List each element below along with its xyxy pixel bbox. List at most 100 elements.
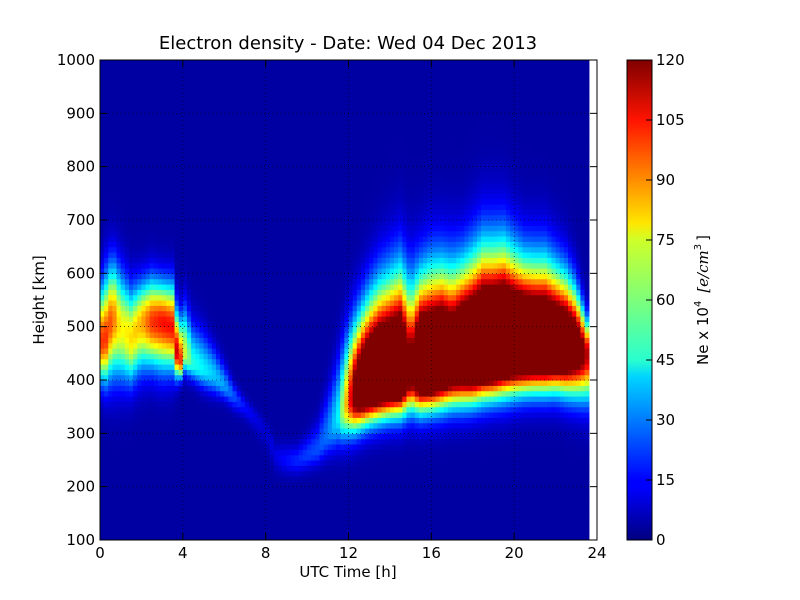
heatmap-cell	[311, 76, 316, 82]
heatmap-cell	[162, 385, 167, 392]
heatmap-cell	[290, 150, 296, 157]
heatmap-cell	[149, 236, 155, 242]
heatmap-cell	[253, 252, 258, 258]
heatmap-cell	[153, 310, 159, 317]
heatmap-cell	[149, 252, 155, 258]
heatmap-cell	[278, 294, 283, 301]
heatmap-cell	[128, 278, 134, 285]
heatmap-cell	[228, 204, 234, 210]
heatmap-cell	[257, 348, 263, 354]
heatmap-cell	[145, 438, 151, 445]
heatmap-cell	[170, 230, 176, 237]
heatmap-cell	[120, 150, 126, 157]
heatmap-cell	[307, 422, 312, 429]
heatmap-cell	[249, 113, 254, 120]
heatmap-cell	[174, 129, 180, 136]
heatmap-cell	[327, 364, 333, 370]
heatmap-cell	[240, 124, 246, 130]
heatmap-cell	[104, 225, 109, 232]
heatmap-cell	[120, 92, 126, 98]
heatmap-cell	[244, 332, 250, 338]
heatmap-cell	[162, 209, 167, 216]
heatmap-cell	[199, 433, 205, 440]
heatmap-cell	[100, 257, 105, 264]
heatmap-cell	[128, 460, 134, 466]
heatmap-cell	[294, 220, 300, 226]
heatmap-cell	[240, 268, 246, 274]
heatmap-cell	[269, 70, 275, 77]
heatmap-cell	[145, 182, 151, 189]
heatmap-cell	[307, 438, 312, 445]
heatmap-cell	[153, 454, 159, 461]
heatmap-cell	[228, 518, 234, 525]
heatmap-cell	[195, 513, 200, 520]
heatmap-cell	[195, 358, 200, 365]
heatmap-cell	[278, 118, 283, 125]
heatmap-cell	[261, 156, 267, 162]
heatmap-cell	[319, 497, 325, 504]
heatmap-cell	[273, 284, 279, 290]
heatmap-cell	[100, 294, 105, 301]
heatmap-cell	[145, 252, 151, 258]
heatmap-cell	[236, 369, 242, 376]
heatmap-cell	[133, 390, 138, 397]
heatmap-cell	[128, 156, 134, 162]
heatmap-cell	[207, 508, 213, 514]
heatmap-cell	[207, 486, 213, 493]
heatmap-cell	[319, 65, 325, 72]
heatmap-cell	[133, 486, 138, 493]
heatmap-cell	[278, 225, 283, 232]
heatmap-cell	[290, 113, 296, 120]
heatmap-cell	[315, 374, 321, 381]
heatmap-cell	[108, 278, 114, 285]
heatmap-cell	[133, 145, 138, 152]
heatmap-cell	[228, 156, 234, 162]
heatmap-cell	[182, 348, 188, 354]
heatmap-cell	[236, 401, 242, 408]
heatmap-cell	[282, 289, 287, 296]
heatmap-cell	[182, 97, 188, 104]
heatmap-cell	[174, 406, 180, 413]
heatmap-cell	[116, 236, 122, 242]
heatmap-cell	[133, 518, 138, 525]
heatmap-cell	[104, 273, 109, 280]
heatmap-cell	[253, 220, 258, 226]
heatmap-cell	[302, 337, 308, 344]
heatmap-cell	[112, 182, 118, 189]
heatmap-cell	[319, 300, 325, 306]
heatmap-cell	[166, 246, 172, 253]
heatmap-cell	[186, 257, 192, 264]
heatmap-cell	[186, 465, 192, 472]
heatmap-cell	[282, 481, 287, 488]
heatmap-cell	[116, 300, 122, 306]
heatmap-cell	[232, 369, 238, 376]
heatmap-cell	[319, 465, 325, 472]
heatmap-cell	[191, 268, 196, 274]
heatmap-cell	[124, 364, 130, 370]
heatmap-cell	[249, 65, 254, 72]
heatmap-cell	[311, 156, 316, 162]
heatmap-cell	[112, 118, 118, 125]
heatmap-cell	[265, 470, 271, 477]
heatmap-cell	[269, 465, 275, 472]
heatmap-cell	[153, 289, 159, 296]
heatmap-cell	[240, 102, 246, 109]
heatmap-cell	[232, 182, 238, 189]
heatmap-cell	[137, 348, 143, 354]
heatmap-cell	[244, 433, 250, 440]
heatmap-cell	[100, 241, 105, 248]
heatmap-cell	[145, 353, 151, 360]
heatmap-cell	[178, 129, 184, 136]
heatmap-cell	[323, 113, 329, 120]
heatmap-cell	[257, 316, 263, 322]
heatmap-cell	[228, 70, 234, 77]
heatmap-cell	[232, 289, 238, 296]
heatmap-cell	[191, 417, 196, 424]
heatmap-cell	[315, 257, 321, 264]
heatmap-cell	[211, 534, 217, 540]
heatmap-cell	[261, 438, 267, 445]
heatmap-cell	[124, 401, 130, 408]
heatmap-cell	[120, 369, 126, 376]
heatmap-cell	[286, 460, 292, 466]
heatmap-cell	[323, 278, 329, 285]
